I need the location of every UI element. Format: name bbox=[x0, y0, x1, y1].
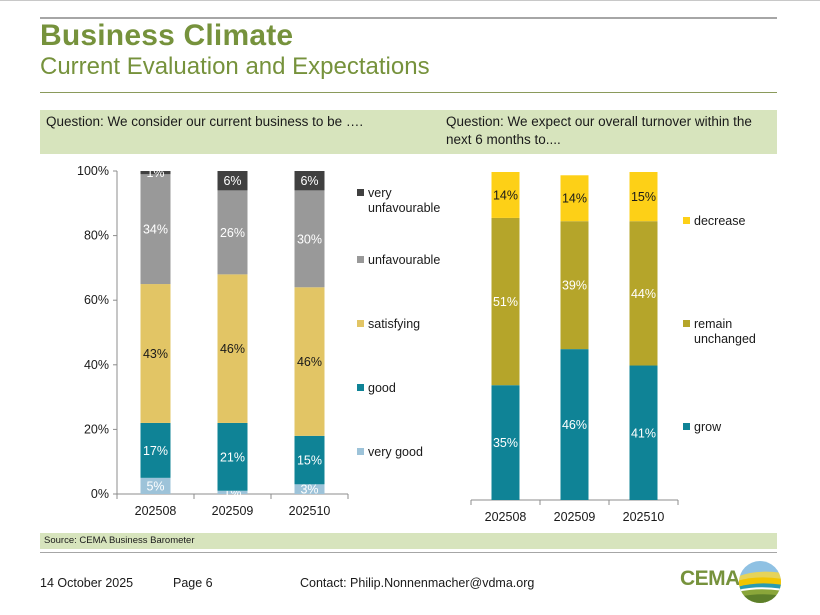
source-text: Source: CEMA Business Barometer bbox=[44, 535, 195, 546]
x-tick-label: 202508 bbox=[485, 510, 527, 524]
bar-grow bbox=[491, 385, 520, 500]
bar-grow bbox=[629, 365, 658, 500]
bar-grow bbox=[560, 349, 589, 500]
data-label: 5% bbox=[146, 479, 164, 493]
legend-swatch-grow bbox=[683, 423, 690, 430]
bar-satisfying bbox=[294, 287, 325, 436]
legend-swatch-very-unfavourable bbox=[357, 189, 364, 196]
legend-swatch-satisfying bbox=[357, 320, 364, 327]
bar-very-good bbox=[294, 484, 325, 494]
y-tick-label: 60% bbox=[84, 293, 109, 307]
data-label: 3% bbox=[300, 483, 318, 497]
question-right: Question: We expect our overall turnover… bbox=[446, 114, 752, 147]
data-label: 41% bbox=[631, 426, 656, 440]
page-title: Business Climate bbox=[40, 19, 294, 52]
data-label: 46% bbox=[297, 355, 322, 369]
y-tick-label: 0% bbox=[91, 487, 109, 501]
question-band: Question: We consider our current busine… bbox=[40, 110, 777, 154]
data-label: 44% bbox=[631, 287, 656, 301]
bar-very-unfavourable bbox=[140, 171, 171, 175]
bar-satisfying bbox=[140, 284, 171, 423]
data-label: 39% bbox=[562, 279, 587, 293]
data-label: 30% bbox=[297, 232, 322, 246]
bar-very-unfavourable bbox=[217, 171, 248, 191]
data-label: 6% bbox=[300, 174, 318, 188]
data-label: 21% bbox=[220, 450, 245, 464]
data-label: 17% bbox=[143, 444, 168, 458]
footer-rule bbox=[40, 552, 777, 553]
bar-unfavourable bbox=[217, 190, 248, 275]
bar-very-good bbox=[217, 490, 248, 494]
bar-unfavourable bbox=[294, 190, 325, 288]
data-label: 26% bbox=[220, 226, 245, 240]
data-label: 14% bbox=[562, 192, 587, 206]
data-label: 51% bbox=[493, 295, 518, 309]
legend-swatch-good bbox=[357, 384, 364, 391]
title-rule bbox=[40, 17, 777, 19]
bar-decrease bbox=[491, 172, 520, 218]
legend-label: unchanged bbox=[694, 332, 756, 346]
source-band: Source: CEMA Business Barometer bbox=[40, 533, 777, 549]
x-tick-label: 202509 bbox=[212, 504, 254, 518]
chart-current-business: 0%20%40%60%80%100%5%17%43%34%1%2025081%2… bbox=[77, 164, 440, 518]
legend-swatch-decrease bbox=[683, 217, 690, 224]
legend-label: good bbox=[368, 381, 396, 395]
data-label: 46% bbox=[562, 418, 587, 432]
x-tick-label: 202510 bbox=[623, 510, 665, 524]
cema-logo: CEMA bbox=[680, 559, 785, 607]
bar-good bbox=[217, 422, 248, 491]
x-tick-label: 202509 bbox=[554, 510, 596, 524]
data-label: 15% bbox=[631, 190, 656, 204]
bar-remain-unchanged bbox=[491, 217, 520, 386]
footer-page: Page 6 bbox=[173, 576, 213, 590]
question-left: Question: We consider our current busine… bbox=[46, 114, 364, 129]
data-label: 46% bbox=[220, 342, 245, 356]
bar-good bbox=[294, 435, 325, 485]
y-tick-label: 100% bbox=[77, 164, 109, 178]
data-label: 6% bbox=[223, 174, 241, 188]
bar-unfavourable bbox=[140, 174, 171, 285]
x-tick-label: 202508 bbox=[135, 504, 177, 518]
legend-swatch-very-good bbox=[357, 448, 364, 455]
data-label: 14% bbox=[493, 188, 518, 202]
bar-satisfying bbox=[217, 274, 248, 423]
legend-label: unfavourable bbox=[368, 201, 440, 215]
data-label: 15% bbox=[297, 454, 322, 468]
bar-very-unfavourable bbox=[294, 171, 325, 191]
subtitle-rule bbox=[40, 92, 777, 93]
footer-contact: Contact: Philip.Nonnenmacher@vdma.org bbox=[300, 576, 535, 590]
x-tick-label: 202510 bbox=[289, 504, 331, 518]
top-border bbox=[0, 0, 820, 1]
y-tick-label: 80% bbox=[84, 229, 109, 243]
chart-turnover-expectations: 35% 51% 14% 202508 46% 39% 14% 202509 41% 44% 15% 2… bbox=[470, 172, 756, 524]
bar-remain-unchanged bbox=[560, 221, 589, 350]
data-label: 35% bbox=[493, 436, 518, 450]
legend-label: decrease bbox=[694, 214, 745, 228]
legend-label: grow bbox=[694, 420, 722, 434]
y-tick-label: 40% bbox=[84, 358, 109, 372]
bar-very-good bbox=[140, 477, 171, 494]
y-tick-label: 20% bbox=[84, 422, 109, 436]
legend-swatch-remain-unchanged bbox=[683, 320, 690, 327]
logo-text: CEMA bbox=[680, 567, 740, 590]
legend-label: satisfying bbox=[368, 317, 420, 331]
bar-decrease bbox=[629, 172, 658, 222]
data-label: 1% bbox=[146, 166, 164, 180]
page-subtitle: Current Evaluation and Expectations bbox=[40, 53, 430, 80]
legend-label: unfavourable bbox=[368, 253, 440, 267]
landscape-logo-icon bbox=[739, 561, 781, 603]
footer-date: 14 October 2025 bbox=[40, 576, 134, 590]
data-label: 43% bbox=[143, 347, 168, 361]
bar-decrease bbox=[560, 175, 589, 222]
legend-label: very bbox=[368, 186, 392, 200]
data-label: 34% bbox=[143, 223, 168, 237]
legend-label: remain bbox=[694, 317, 732, 331]
legend-label: very good bbox=[368, 445, 423, 459]
bar-good bbox=[140, 422, 171, 478]
bar-remain-unchanged bbox=[629, 221, 658, 366]
legend-swatch-unfavourable bbox=[357, 256, 364, 263]
